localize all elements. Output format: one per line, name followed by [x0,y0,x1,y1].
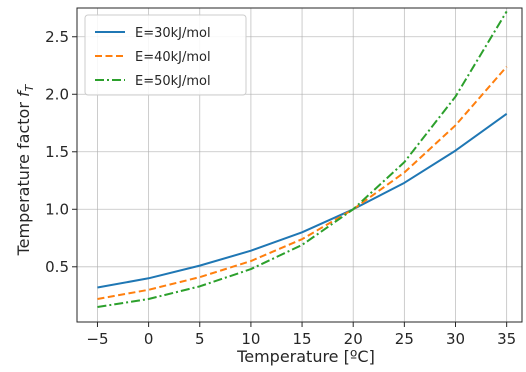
axis-ticks: −5 0 5 10 15 20 25 30 35 0.5 1.0 1.5 2.0 2.5 [45,28,516,348]
x-axis-label: Temperature [ºC] [236,347,375,366]
x-tick-label: 25 [395,330,414,348]
x-tick-label: 0 [144,330,154,348]
y-axis-label-symbol: f [14,89,33,97]
y-axis-label: Temperature factor fT [14,83,36,256]
x-tick-label: 30 [446,330,465,348]
y-tick-label: 1.0 [45,200,69,218]
y-axis-label-subscript: T [23,83,36,91]
series-line [97,113,508,289]
y-tick-label: 0.5 [45,258,69,276]
legend-label: E=50kJ/mol [135,74,211,89]
x-tick-label: −5 [86,330,108,348]
grid-lines [77,8,522,322]
plot-frame [76,7,523,323]
series-line [97,66,508,300]
legend-label: E=30kJ/mol [135,26,211,41]
legend-label: E=40kJ/mol [135,50,211,65]
y-tick-label: 2.5 [45,28,69,46]
x-tick-label: 10 [241,330,260,348]
series-line [97,10,508,309]
legend: E=30kJ/mol E=40kJ/mol E=50kJ/mol [84,14,247,96]
series-lines [97,10,508,309]
y-tick-label: 1.5 [45,143,69,161]
x-tick-label: 35 [497,330,516,348]
x-tick-label: 5 [195,330,205,348]
x-tick-label: 20 [344,330,363,348]
legend-box [84,14,247,96]
x-tick-label: 15 [293,330,312,348]
y-axis-label-main: Temperature factor [14,97,33,256]
y-tick-label: 2.0 [45,85,69,103]
